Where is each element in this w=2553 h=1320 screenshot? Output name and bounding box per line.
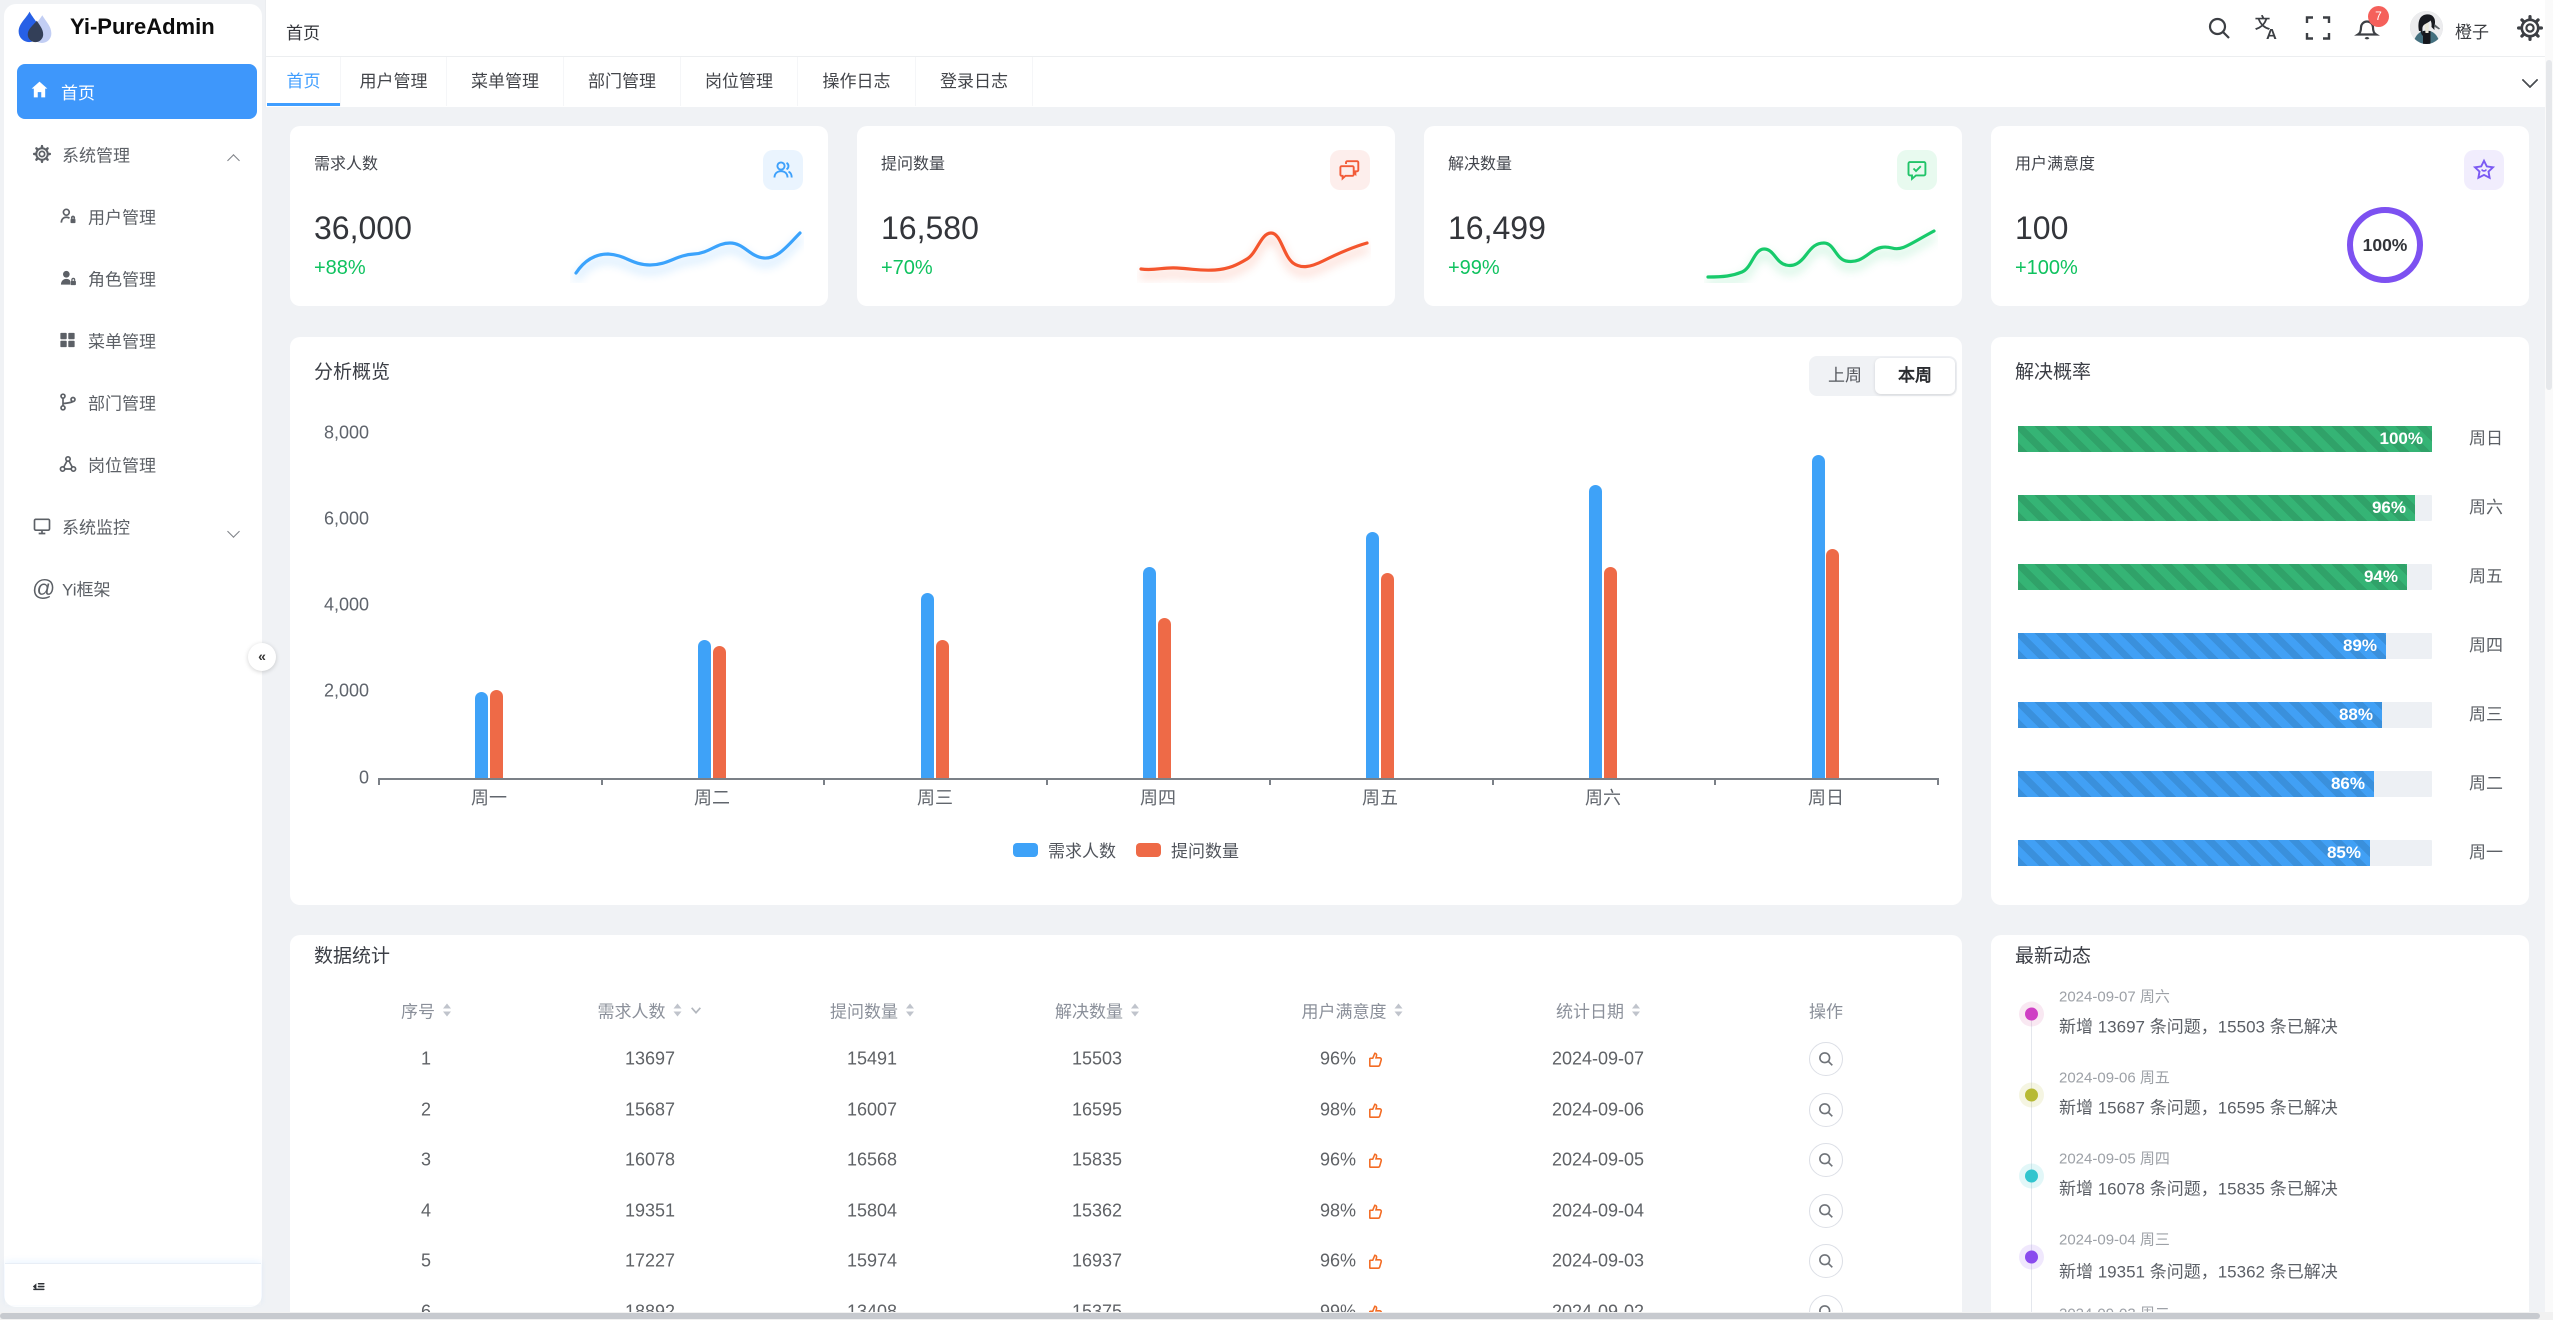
svg-text:文: 文 xyxy=(2255,14,2271,32)
svg-text:100%: 100% xyxy=(2363,235,2408,255)
svg-text:A: A xyxy=(2266,26,2277,43)
